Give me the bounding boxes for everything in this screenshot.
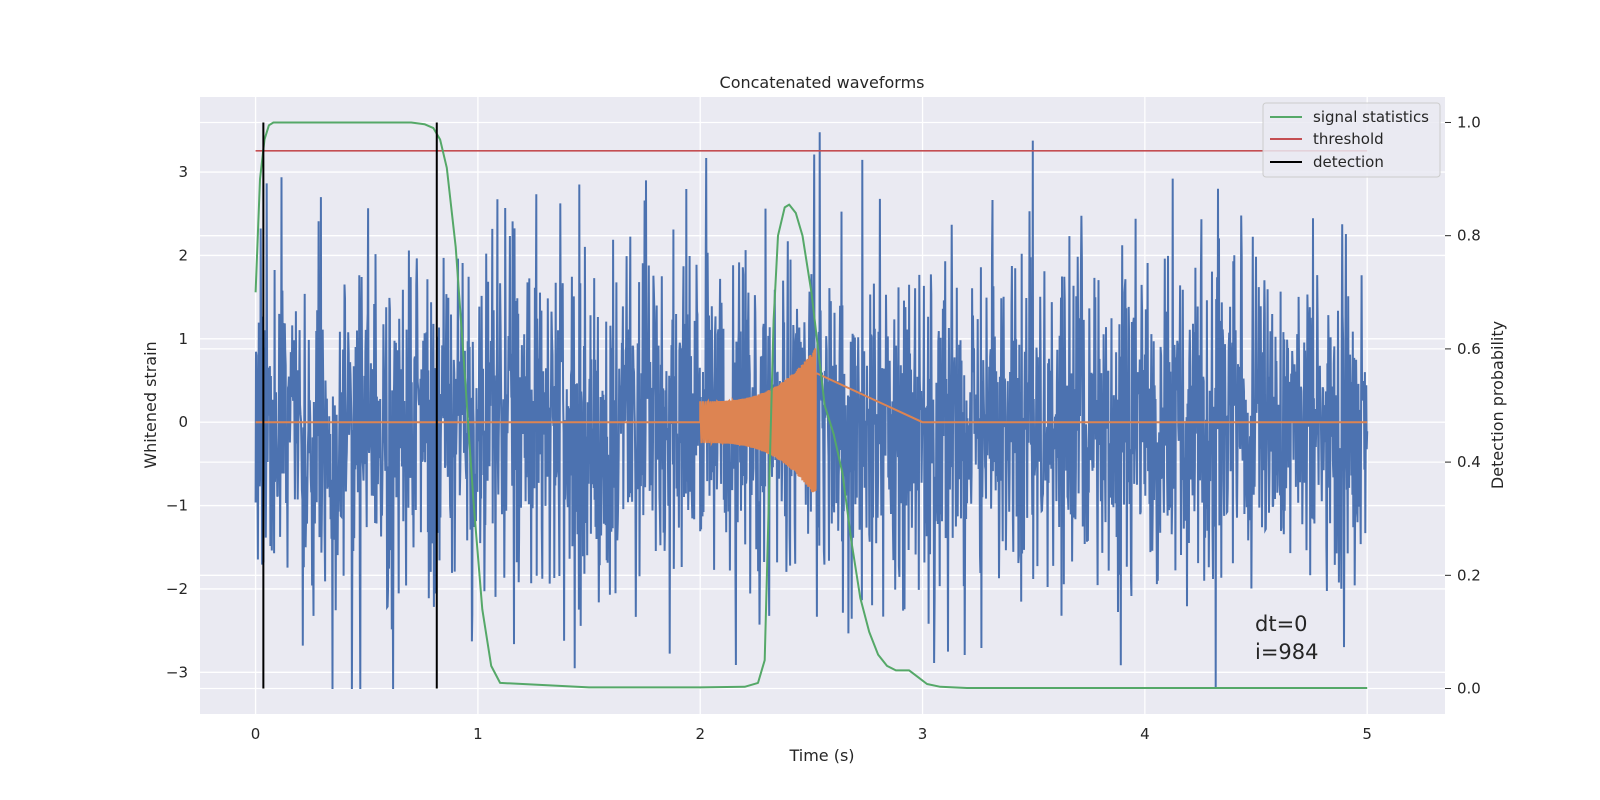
y-axis-label: Whitened strain bbox=[141, 341, 160, 468]
annotation-dt: dt=0 bbox=[1255, 612, 1308, 636]
legend: signal statistics threshold detection bbox=[1262, 102, 1441, 178]
legend-label-signal-statistics: signal statistics bbox=[1313, 108, 1429, 126]
legend-box bbox=[1262, 102, 1441, 178]
x-tick-label: 5 bbox=[1362, 725, 1372, 743]
y2-tick-label: 0.0 bbox=[1457, 680, 1481, 698]
y2-tick-label: 0.4 bbox=[1457, 453, 1481, 471]
y2-axis-label: Detection probability bbox=[1488, 321, 1507, 489]
waveform-line bbox=[255, 348, 1368, 493]
y-tick-label: 2 bbox=[178, 246, 188, 264]
signal-statistics-line bbox=[254, 121, 1368, 689]
y-tick-label: 3 bbox=[178, 163, 188, 181]
chart-title: Concatenated waveforms bbox=[720, 73, 925, 92]
x-tick-label: 4 bbox=[1140, 725, 1150, 743]
y-tick-label: 0 bbox=[178, 413, 188, 431]
y2-tick-label: 0.8 bbox=[1457, 227, 1481, 245]
legend-label-threshold: threshold bbox=[1313, 130, 1384, 148]
waveform-layer bbox=[255, 348, 1368, 493]
probability-layer bbox=[254, 121, 1368, 689]
y-tick-label: −1 bbox=[166, 497, 188, 515]
x-axis-label: Time (s) bbox=[788, 746, 854, 765]
legend-label-detection: detection bbox=[1313, 153, 1384, 171]
strain-layer bbox=[254, 132, 1369, 690]
strain-line bbox=[254, 132, 1369, 690]
x-tick-label: 2 bbox=[695, 725, 705, 743]
y2-tick-label: 1.0 bbox=[1457, 113, 1481, 131]
y-tick-label: −3 bbox=[166, 663, 188, 681]
x-tick-label: 3 bbox=[918, 725, 928, 743]
tick-labels: 0 1 2 3 4 5 −3 −2 −1 0 1 2 3 0.0 0.2 0.4 0.6 0.8 1.0 bbox=[166, 113, 1481, 743]
y-tick-label: −2 bbox=[166, 580, 188, 598]
y2-tick-label: 0.6 bbox=[1457, 340, 1481, 358]
y-tick-label: 1 bbox=[178, 330, 188, 348]
x-tick-label: 0 bbox=[251, 725, 261, 743]
y2-tick-label: 0.2 bbox=[1457, 566, 1481, 584]
x-tick-label: 1 bbox=[473, 725, 483, 743]
annotation-i: i=984 bbox=[1255, 640, 1319, 664]
